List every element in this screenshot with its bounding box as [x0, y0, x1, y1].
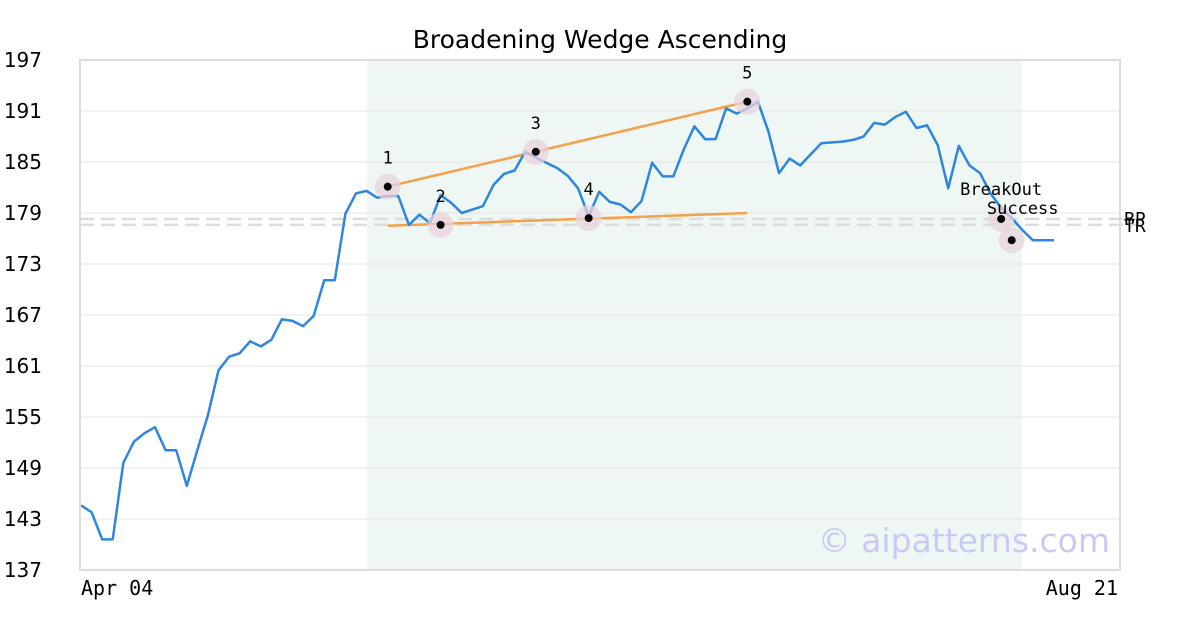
- y-tick-label: 137: [4, 558, 42, 582]
- y-tick-label: 179: [4, 201, 42, 225]
- level-label: TR: [1124, 216, 1146, 237]
- pattern-point: [584, 214, 593, 223]
- annotation-label: BreakOut: [960, 180, 1042, 200]
- y-tick-label: 149: [4, 456, 42, 480]
- y-tick-label: 197: [4, 48, 42, 72]
- price-line: [80, 100, 1054, 541]
- price-series: [80, 100, 1054, 541]
- pattern-point-label: 1: [383, 149, 393, 169]
- x-tick-label: Apr 04: [81, 576, 153, 600]
- pattern-point-label: 3: [531, 114, 541, 134]
- y-tick-label: 191: [4, 99, 42, 123]
- y-tick-label: 161: [4, 354, 42, 378]
- pattern-point-label: 4: [584, 180, 594, 200]
- y-tick-label: 155: [4, 405, 42, 429]
- y-axis: 197 191 185 179 173 167 161 155 149 143 137: [4, 48, 42, 582]
- trend-line-upper: [387, 100, 748, 188]
- y-tick-label: 143: [4, 507, 42, 531]
- pattern-point: [743, 97, 752, 106]
- y-tick-label: 173: [4, 252, 42, 276]
- annotation-label: Success: [987, 199, 1059, 219]
- x-tick-label: Aug 21: [1046, 576, 1118, 600]
- annotation-point: [1007, 236, 1016, 245]
- watermark: © aipatterns.com: [818, 521, 1110, 560]
- plot-frame: [79, 59, 1121, 571]
- chart-title: Broadening Wedge Ascending: [413, 25, 788, 54]
- annotation-point: [997, 214, 1006, 223]
- level-label: BP: [1124, 209, 1146, 230]
- pattern-point-label: 5: [742, 64, 752, 84]
- pattern-point: [531, 147, 540, 156]
- y-tick-label: 185: [4, 150, 42, 174]
- pattern-point-label: 2: [435, 187, 445, 207]
- pattern-point: [436, 220, 445, 229]
- pattern-point: [383, 182, 392, 191]
- y-tick-label: 167: [4, 303, 42, 327]
- x-axis: Apr 04 Aug 21: [81, 576, 1118, 600]
- pattern-markers: 1 2 3 4 5: [374, 64, 761, 238]
